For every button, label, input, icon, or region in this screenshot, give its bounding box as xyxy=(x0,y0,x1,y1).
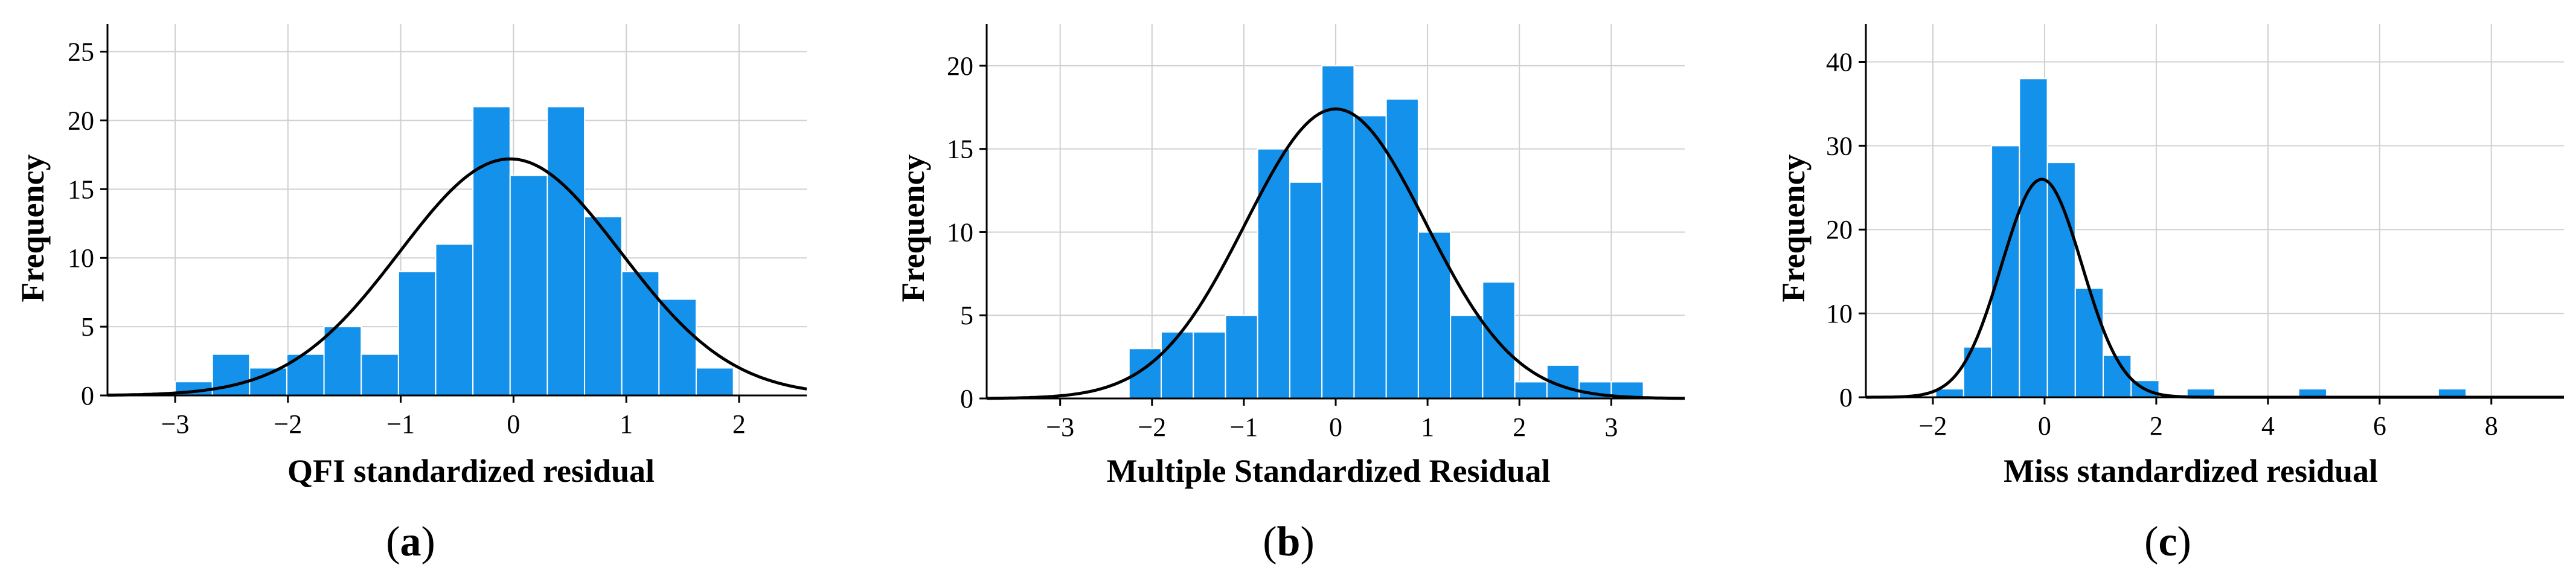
histogram-bar-a-5 xyxy=(360,353,399,397)
x-tick-label-c-2: 2 xyxy=(2150,411,2163,441)
x-tick-label-b-5: 2 xyxy=(1513,412,1526,442)
normal-curve-b xyxy=(987,107,1685,400)
histogram-panel-b: −3 −2 −1 0 1 2 3 0 5 10 15 20 Multiple Standardized… xyxy=(895,24,1685,565)
histogram-bar-c-3 xyxy=(2019,78,2048,398)
histogram-bar-a-11 xyxy=(584,216,623,396)
histogram-bar-a-8 xyxy=(472,106,511,397)
histogram-panel-c: −2 0 2 4 6 8 0 10 20 30 40 Miss standardized resid… xyxy=(1775,24,2564,565)
x-tick-label-c-0: −2 xyxy=(1919,411,1947,441)
histogram-bar-a-2 xyxy=(249,367,287,397)
y-axis-title-b: Frequency xyxy=(895,155,931,302)
y-tick-label-b-1: 5 xyxy=(960,301,973,330)
y-tick-label-b-0: 0 xyxy=(960,384,973,414)
histogram-bar-b-5 xyxy=(1289,181,1323,399)
histogram-bar-b-2 xyxy=(1193,331,1226,399)
panel-label-a: (a) xyxy=(386,519,435,565)
y-tick-label-c-2: 20 xyxy=(1826,215,1853,245)
x-tick-label-b-3: 0 xyxy=(1329,412,1342,442)
y-axis-title-a: Frequency xyxy=(14,155,51,302)
x-tick-label-c-5: 8 xyxy=(2485,411,2498,441)
y-tick-label-a-5: 25 xyxy=(68,37,94,67)
x-tick-label-a-2: −1 xyxy=(386,409,415,439)
histogram-bar-a-13 xyxy=(658,298,697,396)
histogram-bar-b-1 xyxy=(1161,331,1194,399)
histogram-bar-c-5 xyxy=(2074,287,2104,398)
x-tick-label-a-0: −3 xyxy=(161,409,190,439)
x-tick-label-b-2: −1 xyxy=(1229,412,1258,442)
y-tick-label-b-3: 15 xyxy=(947,135,973,164)
histogram-bar-b-7 xyxy=(1353,115,1387,400)
x-tick-label-b-0: −3 xyxy=(1046,412,1074,442)
x-axis-title-c: Miss standardized residual xyxy=(2004,453,2378,489)
y-tick-label-a-1: 5 xyxy=(81,312,94,342)
y-tick-label-c-1: 10 xyxy=(1826,299,1853,328)
histogram-bar-b-10 xyxy=(1450,315,1484,399)
y-tick-label-a-4: 20 xyxy=(68,106,94,135)
histogram-bar-a-10 xyxy=(546,106,586,397)
plot-area-c: −2 0 2 4 6 8 0 10 20 30 40 xyxy=(1826,24,2564,441)
histogram-bar-b-6 xyxy=(1321,65,1355,399)
panel-label-c: (c) xyxy=(2144,519,2191,565)
x-tick-label-a-5: 2 xyxy=(732,409,746,439)
x-axis-title-a: QFI standardized residual xyxy=(287,453,655,489)
histogram-bar-b-9 xyxy=(1417,231,1452,399)
histogram-bar-b-3 xyxy=(1225,315,1258,399)
histogram-bar-c-2 xyxy=(1991,145,2020,398)
histogram-bar-b-8 xyxy=(1385,98,1419,399)
histogram-bar-a-7 xyxy=(435,243,474,397)
x-tick-label-a-3: 0 xyxy=(507,409,520,439)
panel-label-b: (b) xyxy=(1263,519,1315,565)
y-tick-label-b-4: 20 xyxy=(947,51,973,81)
x-tick-label-b-1: −2 xyxy=(1138,412,1166,442)
histogram-bar-a-4 xyxy=(323,326,362,396)
x-tick-label-b-6: 3 xyxy=(1604,412,1618,442)
plot-area-b: −3 −2 −1 0 1 2 3 0 5 10 15 20 xyxy=(947,24,1685,442)
y-tick-label-c-3: 30 xyxy=(1826,131,1853,161)
x-tick-label-a-4: 1 xyxy=(620,409,633,439)
x-tick-label-c-4: 6 xyxy=(2373,411,2386,441)
x-tick-label-a-1: −2 xyxy=(274,409,302,439)
histogram-bar-a-12 xyxy=(621,271,660,396)
y-tick-label-c-4: 40 xyxy=(1826,47,1853,77)
x-axis-title-b: Multiple Standardized Residual xyxy=(1106,453,1550,489)
y-tick-label-a-3: 15 xyxy=(68,174,94,204)
histogram-bar-a-6 xyxy=(397,271,437,396)
histogram-bar-a-14 xyxy=(695,367,734,397)
histogram-bar-a-9 xyxy=(509,174,548,396)
x-tick-label-c-3: 4 xyxy=(2261,411,2275,441)
histogram-bar-b-4 xyxy=(1257,148,1290,400)
y-tick-label-b-2: 10 xyxy=(947,217,973,247)
histogram-bar-b-12 xyxy=(1514,381,1548,400)
x-tick-label-c-1: 0 xyxy=(2038,411,2051,441)
y-tick-label-c-0: 0 xyxy=(1839,383,1853,412)
y-tick-label-a-0: 0 xyxy=(81,381,94,411)
y-tick-label-a-2: 10 xyxy=(68,243,94,273)
x-tick-label-b-4: 1 xyxy=(1421,412,1434,442)
histogram-bar-c-4 xyxy=(2046,162,2076,398)
y-axis-title-c: Frequency xyxy=(1775,155,1812,302)
normal-curve-a xyxy=(107,157,807,397)
